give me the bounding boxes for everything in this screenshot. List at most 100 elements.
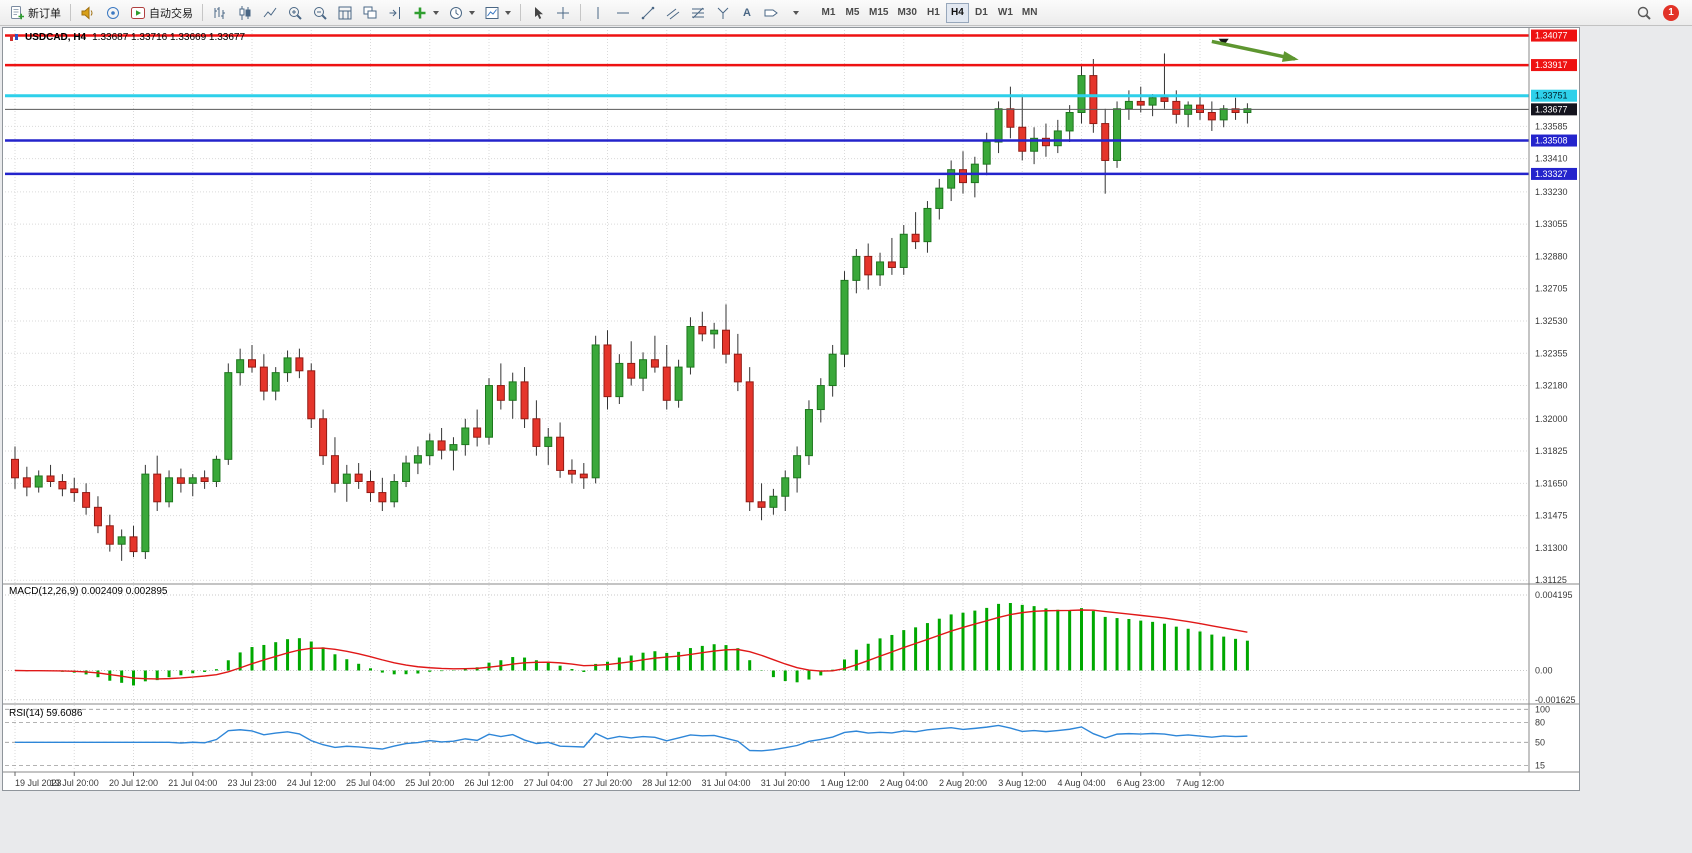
svg-text:80: 80 bbox=[1535, 718, 1545, 728]
chart-shift-icon bbox=[389, 6, 400, 19]
horizontal-line-tool-button[interactable] bbox=[611, 2, 635, 23]
signal-icon bbox=[107, 6, 119, 19]
toolbar-separator bbox=[520, 4, 521, 21]
zoom-out-icon bbox=[314, 6, 327, 20]
svg-text:27 Jul 20:00: 27 Jul 20:00 bbox=[583, 778, 632, 788]
svg-text:23 Jul 23:00: 23 Jul 23:00 bbox=[227, 778, 276, 788]
search-button[interactable] bbox=[1632, 2, 1656, 23]
templates-button[interactable] bbox=[480, 2, 515, 23]
toolbar-separator bbox=[202, 4, 203, 21]
indicators-plus-icon bbox=[414, 7, 426, 18]
svg-text:1.33230: 1.33230 bbox=[1535, 187, 1568, 197]
text-tool-button[interactable]: A bbox=[736, 2, 758, 23]
svg-text:26 Jul 12:00: 26 Jul 12:00 bbox=[464, 778, 513, 788]
svg-text:4 Aug 04:00: 4 Aug 04:00 bbox=[1057, 778, 1105, 788]
dropdown-caret-icon bbox=[505, 10, 511, 15]
dropdown-caret-icon bbox=[469, 10, 475, 15]
timeframe-m15-button[interactable]: M15 bbox=[865, 3, 892, 23]
cascade-windows-icon bbox=[363, 6, 377, 18]
bar-chart-icon bbox=[214, 6, 225, 19]
svg-text:1 Aug 12:00: 1 Aug 12:00 bbox=[820, 778, 868, 788]
cascade-windows-button[interactable] bbox=[358, 2, 382, 23]
svg-text:31 Jul 04:00: 31 Jul 04:00 bbox=[701, 778, 750, 788]
fibonacci-tool-button[interactable] bbox=[686, 2, 710, 23]
new-order-button[interactable]: 新订单 bbox=[5, 2, 65, 23]
dropdown-caret-icon bbox=[793, 10, 799, 15]
label-tool-button[interactable] bbox=[759, 2, 783, 23]
svg-text:1.33055: 1.33055 bbox=[1535, 219, 1568, 229]
tile-windows-icon bbox=[338, 6, 352, 19]
timeframe-mn-button[interactable]: MN bbox=[1018, 3, 1042, 23]
svg-text:1.33508: 1.33508 bbox=[1535, 136, 1568, 146]
svg-text:1.32355: 1.32355 bbox=[1535, 348, 1568, 358]
cursor-tool-button[interactable] bbox=[526, 2, 550, 23]
svg-text:28 Jul 12:00: 28 Jul 12:00 bbox=[642, 778, 691, 788]
chart-shift-button[interactable] bbox=[383, 2, 407, 23]
horizontal-line-icon bbox=[617, 12, 629, 13]
trendline-icon bbox=[641, 6, 655, 19]
toolbar: 新订单 自动交易 A M1 M5 bbox=[0, 0, 1692, 26]
toolbar-separator bbox=[70, 4, 71, 21]
zoom-in-button[interactable] bbox=[283, 2, 307, 23]
indicators-button[interactable] bbox=[408, 2, 443, 23]
channel-tool-button[interactable] bbox=[661, 2, 685, 23]
signal-button[interactable] bbox=[101, 2, 125, 23]
timeframe-w1-button[interactable]: W1 bbox=[994, 3, 1017, 23]
timeframe-m5-button[interactable]: M5 bbox=[841, 3, 864, 23]
svg-text:1.32705: 1.32705 bbox=[1535, 284, 1568, 294]
periods-button[interactable] bbox=[444, 2, 479, 23]
svg-text:1.33677: 1.33677 bbox=[1535, 104, 1568, 114]
chart-canvas[interactable]: 1.33585 1.33410 1.33230 1.33055 1.32880 1.327… bbox=[3, 28, 1579, 790]
zoom-out-button[interactable] bbox=[308, 2, 332, 23]
line-chart-icon bbox=[263, 7, 277, 17]
search-icon bbox=[1637, 6, 1651, 20]
cursor-icon bbox=[535, 6, 543, 19]
timeframe-d1-button[interactable]: D1 bbox=[970, 3, 993, 23]
svg-text:1.32000: 1.32000 bbox=[1535, 414, 1568, 424]
candlestick-mode-button[interactable] bbox=[233, 2, 257, 23]
speaker-button[interactable] bbox=[76, 2, 100, 23]
pitchfork-tool-button[interactable] bbox=[711, 2, 735, 23]
svg-text:25 Jul 04:00: 25 Jul 04:00 bbox=[346, 778, 395, 788]
svg-text:7 Aug 12:00: 7 Aug 12:00 bbox=[1176, 778, 1224, 788]
auto-trading-button[interactable]: 自动交易 bbox=[126, 2, 197, 23]
svg-text:1.33751: 1.33751 bbox=[1535, 91, 1568, 101]
new-order-icon bbox=[11, 5, 24, 19]
svg-text:2 Aug 20:00: 2 Aug 20:00 bbox=[939, 778, 987, 788]
vertical-line-tool-button[interactable] bbox=[586, 2, 610, 23]
svg-text:1.31475: 1.31475 bbox=[1535, 511, 1568, 521]
timeframe-m30-button[interactable]: M30 bbox=[893, 3, 920, 23]
zoom-in-icon bbox=[289, 6, 302, 20]
bar-chart-mode-button[interactable] bbox=[208, 2, 232, 23]
svg-text:25 Jul 20:00: 25 Jul 20:00 bbox=[405, 778, 454, 788]
timeframe-m1-button[interactable]: M1 bbox=[817, 3, 840, 23]
trendline-tool-button[interactable] bbox=[636, 2, 660, 23]
svg-text:100: 100 bbox=[1535, 704, 1550, 714]
svg-text:0.004195: 0.004195 bbox=[1535, 590, 1573, 600]
shapes-tool-button[interactable] bbox=[784, 2, 806, 23]
svg-text:6 Aug 23:00: 6 Aug 23:00 bbox=[1117, 778, 1165, 788]
speaker-icon bbox=[81, 5, 93, 20]
chart-window-usdcad-h4: 1.33585 1.33410 1.33230 1.33055 1.32880 1.327… bbox=[2, 27, 1580, 791]
crosshair-icon bbox=[557, 6, 569, 19]
vertical-line-icon bbox=[597, 6, 599, 19]
tile-windows-button[interactable] bbox=[333, 2, 357, 23]
svg-text:1.32180: 1.32180 bbox=[1535, 381, 1568, 391]
fibonacci-icon bbox=[692, 7, 704, 18]
svg-text:19 Jul 20:00: 19 Jul 20:00 bbox=[50, 778, 99, 788]
crosshair-tool-button[interactable] bbox=[551, 2, 575, 23]
timeframe-h1-button[interactable]: H1 bbox=[922, 3, 945, 23]
timeframe-h4-button[interactable]: H4 bbox=[945, 2, 969, 23]
svg-text:-0.001625: -0.001625 bbox=[1535, 695, 1576, 705]
svg-text:0.00: 0.00 bbox=[1535, 666, 1553, 676]
notification-badge[interactable]: 1 bbox=[1663, 4, 1679, 21]
svg-text:1.31825: 1.31825 bbox=[1535, 446, 1568, 456]
svg-text:1.34077: 1.34077 bbox=[1535, 31, 1568, 41]
svg-text:3 Aug 12:00: 3 Aug 12:00 bbox=[998, 778, 1046, 788]
dropdown-caret-icon bbox=[433, 10, 439, 15]
template-icon bbox=[485, 6, 499, 19]
svg-text:15: 15 bbox=[1535, 760, 1545, 770]
label-tag-icon bbox=[764, 9, 778, 16]
svg-text:1.31300: 1.31300 bbox=[1535, 543, 1568, 553]
line-chart-mode-button[interactable] bbox=[258, 2, 282, 23]
